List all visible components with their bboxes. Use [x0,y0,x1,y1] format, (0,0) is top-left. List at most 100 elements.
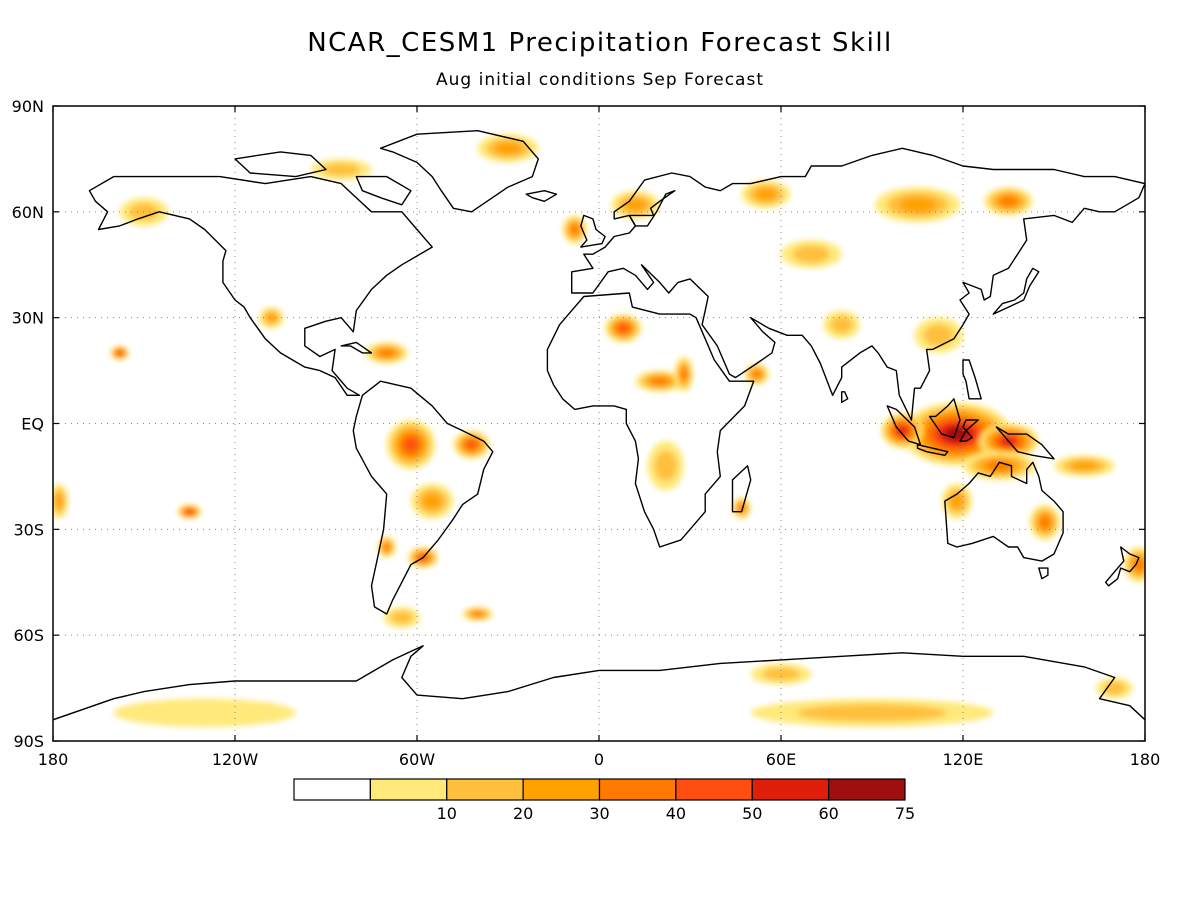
skill-region-sumatra [881,412,924,449]
skill-region-russia-west [741,180,791,209]
skill-region-amazon [386,419,436,470]
skill-region-central-africa [647,441,684,491]
colorbar-label: 50 [742,804,762,823]
skill-region-india-north [823,310,860,339]
skill-contour [618,324,629,333]
skill-region-sahel [635,370,684,392]
lon-tick-label: 180 [1130,750,1161,769]
coastline-arctic-islands [234,151,327,178]
skill-contour [494,142,522,155]
coastline-greenland [379,130,539,213]
colorbar-label: 30 [589,804,609,823]
coastline-sri-lanka [841,391,849,403]
skill-contour [422,493,442,509]
colorbar-label: 20 [513,804,533,823]
skill-contour [186,509,193,514]
skill-contour [383,543,390,551]
skill-contour [1133,558,1145,571]
skill-region-pacific-east [53,483,69,519]
skill-contour [1070,461,1098,471]
skill-contour [1039,516,1051,529]
colorbar-bin [293,778,371,801]
skill-region-china-south [914,317,963,353]
skill-region-australia-west [941,483,973,519]
skill-region-brazil-south [410,483,454,519]
skill-contour [55,493,64,509]
lat-tick-label: 30S [13,520,44,539]
skill-region-madagascar [732,497,751,519]
skill-region-siberia [875,187,960,223]
coastline-iceland [525,190,558,202]
coastlines [53,130,1145,721]
coastline-philippines [962,359,982,400]
lat-tick-label: 60N [12,203,44,222]
coastline-south-america [352,380,494,615]
skill-region-uk [562,215,587,244]
skill-region-australia-east [1029,504,1061,540]
lon-tick-label: 60W [399,750,435,769]
skill-region-pacific-west-band [1054,455,1115,477]
colorbar-bin [446,778,524,801]
chart-title: NCAR_CESM1 Precipitation Forecast Skill [307,28,893,58]
coastline-japan [992,267,1040,315]
lon-tick-label: 60E [766,750,796,769]
colorbar-bin [675,778,753,801]
coastline-sulawesi [959,419,979,442]
coastline-new-zealand [1104,546,1140,587]
skill-contour [390,611,414,625]
colorbar-bin [522,778,601,801]
colorbar-bin [828,778,906,801]
lat-tick-label: EQ [21,415,44,434]
skill-contour [117,350,122,355]
colorbar-label: 75 [895,804,915,823]
skill-contour [752,370,761,378]
lat-tick-label: 30N [12,309,44,328]
coastline-eurasia [571,147,1145,421]
skill-region-south-pacific [177,504,202,519]
colorbar-bin [598,778,677,801]
skill-region-arctic-canada [310,158,372,181]
skill-region-east-africa [674,356,694,392]
skill-region-caribbean [365,342,408,364]
skill-region-europe-north [611,190,660,219]
skill-region-patagonia [383,606,421,629]
skill-region-arabia-south [744,363,769,385]
skill-contour [651,377,669,385]
coastline-africa [546,292,755,548]
skill-region-atlantic-south [462,606,493,622]
skill-contour [654,450,677,482]
skill-contour [624,198,647,212]
colorbar-label: 60 [818,804,838,823]
colorbar: 10 20 30 40 50 60 75 [293,778,915,823]
skill-contour [466,440,477,449]
skill-contour [322,162,360,177]
colorbar-label: 10 [437,804,457,823]
coastline-madagascar [731,465,752,513]
skill-region-australia-north [963,451,1036,480]
colorbar-label: 40 [666,804,686,823]
skill-contour [472,611,483,617]
coastline-java [916,444,949,456]
skill-contour [792,245,830,263]
coastline-scandinavia-inner [628,190,676,227]
skill-contour [923,324,954,347]
skill-contour [680,367,688,381]
skill-contour [570,224,579,235]
skill-region-antarctica-ross [750,663,812,685]
skill-contour [898,196,937,213]
lat-tick-label: 60S [13,626,44,645]
skill-region-antarctica-west [113,698,296,727]
lon-tick-label: 120W [212,750,259,769]
skill-field [53,134,1145,727]
skill-contour [404,437,418,452]
coastline-tasmania [1038,567,1049,580]
colorbar-bin [369,778,448,801]
coastline-baffin [355,175,412,206]
coastline-uk [580,214,606,248]
skill-contour [379,349,395,357]
chart-subtitle: Aug initial conditions Sep Forecast [436,70,764,90]
skill-contour [797,704,947,722]
skill-region-sahara [605,314,642,343]
skill-contour [986,460,1013,471]
